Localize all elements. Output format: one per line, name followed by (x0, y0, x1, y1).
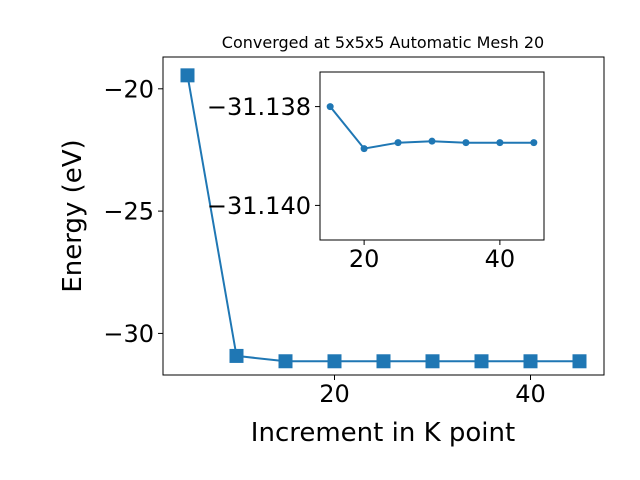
inset-data-point (462, 139, 470, 147)
main-data-point (278, 354, 293, 369)
x-axis-label: Increment in K point (251, 418, 515, 448)
main-x-ticks: 20 40 (319, 375, 546, 408)
main-y-tick-label: −30 (103, 320, 154, 348)
inset-y-tick-label: −31.140 (207, 192, 311, 220)
main-series (180, 68, 587, 369)
main-data-point (425, 354, 440, 369)
inset-series (326, 103, 538, 153)
y-axis-label: Energy (eV) (58, 139, 88, 292)
main-data-point (572, 354, 587, 369)
inset-data-point (326, 103, 334, 111)
main-y-ticks: −20 −25 −30 (103, 75, 163, 348)
inset-data-point (496, 139, 504, 147)
main-x-tick-label: 40 (515, 380, 546, 408)
inset-data-point (530, 139, 538, 147)
main-data-point (180, 68, 195, 83)
main-data-point (376, 354, 391, 369)
inset-x-tick-label: 40 (485, 245, 516, 273)
inset-data-point (428, 137, 436, 145)
main-data-point (229, 348, 244, 363)
chart-title: Converged at 5x5x5 Automatic Mesh 20 (222, 33, 544, 52)
inset-x-tick-label: 20 (349, 245, 380, 273)
inset-axes: −31.140−31.138 20 40 (207, 71, 545, 273)
main-data-point (474, 354, 489, 369)
inset-plot-frame (319, 71, 545, 241)
inset-y-ticks: −31.140 −31.138 (207, 93, 320, 220)
inset-data-point (394, 139, 402, 147)
main-data-point (327, 354, 342, 369)
main-x-tick-label: 20 (319, 380, 350, 408)
inset-y-tick-label: −31.138 (207, 93, 311, 121)
main-y-tick-label: −20 (103, 75, 154, 103)
main-data-point (523, 354, 538, 369)
inset-data-point (360, 145, 368, 153)
main-y-tick-label: −25 (103, 198, 154, 226)
inset-x-ticks: 20 40 (349, 240, 515, 273)
